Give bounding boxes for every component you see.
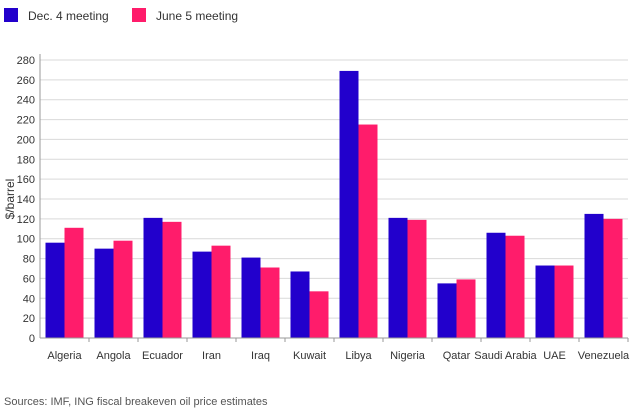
x-tick-label: Qatar	[443, 350, 471, 362]
x-tick-label: Saudi Arabia	[474, 350, 537, 362]
x-tick-label: Iran	[202, 350, 221, 362]
x-tick-label: Iraq	[251, 350, 270, 362]
x-tick-label: Nigeria	[390, 350, 426, 362]
y-tick-label: 20	[23, 313, 35, 325]
y-tick-label: 60	[23, 273, 35, 285]
y-tick-label: 280	[17, 55, 35, 67]
bar-venezuela-0	[584, 213, 604, 338]
x-tick-label: Algeria	[47, 350, 82, 362]
y-tick-label: 120	[17, 214, 35, 226]
bar-kuwait-1	[309, 291, 329, 338]
x-tick-label: Kuwait	[293, 350, 326, 362]
y-tick-label: 240	[17, 95, 35, 107]
bar-venezuela-1	[603, 218, 623, 338]
x-tick-label: Libya	[345, 350, 372, 362]
y-tick-label: 40	[23, 293, 35, 305]
y-axis-title: $/barrel	[3, 179, 17, 220]
x-tick-label: Angola	[96, 350, 131, 362]
y-tick-label: 260	[17, 75, 35, 87]
bar-angola-0	[94, 248, 114, 338]
bar-qatar-1	[456, 279, 476, 338]
y-tick-label: 200	[17, 134, 35, 146]
bar-algeria-0	[45, 242, 65, 338]
bar-iraq-1	[260, 267, 280, 338]
y-tick-label: 160	[17, 174, 35, 186]
x-tick-label: Venezuela	[578, 350, 630, 362]
y-tick-label: 80	[23, 254, 35, 266]
bar-uae-1	[554, 265, 574, 338]
bar-libya-1	[358, 124, 378, 339]
legend-label-1: June 5 meeting	[156, 9, 238, 23]
bar-angola-1	[113, 240, 133, 338]
legend-label-0: Dec. 4 meeting	[28, 9, 109, 23]
bar-chart: Dec. 4 meeting June 5 meeting 0 20 40 60 80 10…	[3, 8, 630, 362]
bar-libya-0	[339, 70, 359, 339]
bar-ecuador-1	[162, 221, 182, 338]
legend-swatch-0	[4, 8, 18, 22]
y-tick-label: 140	[17, 194, 35, 206]
axis-labels: 0 20 40 60 80 100 120 140 160 180 200 220 240 260 280 A…	[3, 55, 630, 362]
bar-iran-0	[192, 251, 212, 338]
legend: Dec. 4 meeting June 5 meeting	[4, 8, 238, 23]
bar-ecuador-0	[143, 217, 163, 338]
bar-saudi-arabia-1	[505, 235, 525, 338]
bars	[45, 70, 623, 339]
axes	[39, 54, 629, 342]
gridlines	[40, 59, 628, 339]
bar-iraq-0	[241, 257, 261, 338]
bar-iran-1	[211, 245, 231, 338]
legend-swatch-1	[132, 8, 146, 22]
y-tick-label: 100	[17, 234, 35, 246]
y-tick-label: 0	[29, 333, 35, 345]
bar-nigeria-1	[407, 219, 427, 338]
bar-nigeria-0	[388, 217, 408, 338]
bar-qatar-0	[437, 283, 457, 338]
bar-algeria-1	[64, 227, 84, 338]
bar-kuwait-0	[290, 271, 310, 338]
bar-uae-0	[535, 265, 555, 338]
y-tick-label: 220	[17, 115, 35, 127]
x-tick-label: UAE	[543, 350, 566, 362]
y-tick-label: 180	[17, 154, 35, 166]
source-note: Sources: IMF, ING fiscal breakeven oil p…	[4, 396, 268, 408]
x-tick-label: Ecuador	[142, 350, 183, 362]
bar-saudi-arabia-0	[486, 232, 506, 338]
